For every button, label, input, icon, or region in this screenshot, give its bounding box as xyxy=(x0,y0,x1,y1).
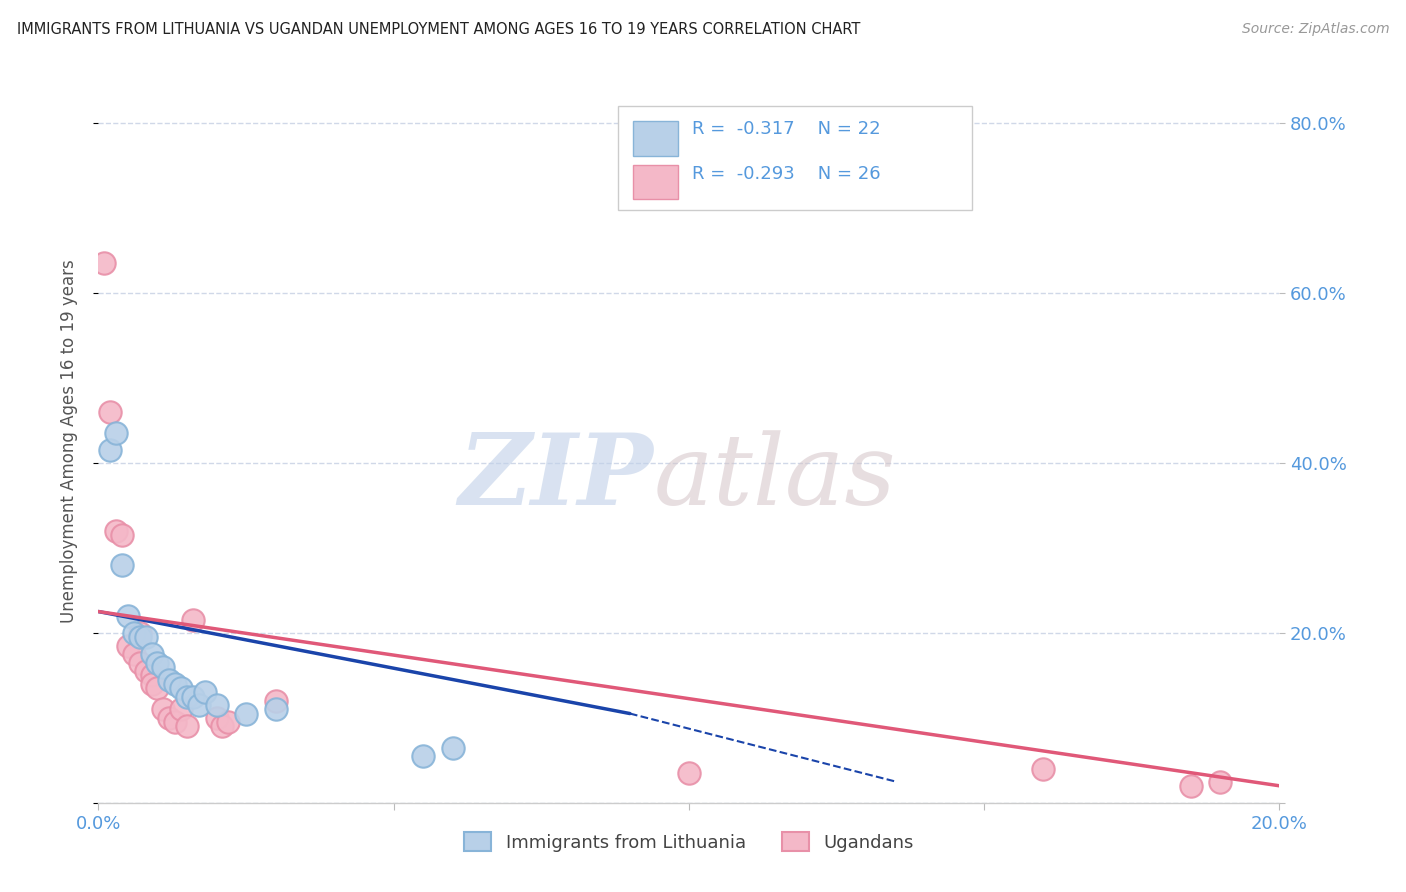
Text: R =  -0.293    N = 26: R = -0.293 N = 26 xyxy=(693,165,882,183)
Point xyxy=(412,749,434,764)
Point xyxy=(165,714,187,729)
Point xyxy=(128,630,150,644)
Point xyxy=(205,698,228,712)
Point xyxy=(187,698,209,712)
Point xyxy=(264,694,287,708)
Point xyxy=(128,625,150,640)
Point xyxy=(217,714,239,729)
Point xyxy=(141,677,163,691)
Point xyxy=(441,740,464,755)
Point xyxy=(181,613,204,627)
Point xyxy=(141,647,163,661)
Point xyxy=(157,673,180,687)
Point xyxy=(117,608,139,623)
Point xyxy=(98,405,121,419)
Point xyxy=(165,677,187,691)
Point xyxy=(105,425,128,440)
Text: R =  -0.317    N = 22: R = -0.317 N = 22 xyxy=(693,120,882,138)
Point xyxy=(122,625,145,640)
Point xyxy=(135,630,157,644)
Legend: Immigrants from Lithuania, Ugandans: Immigrants from Lithuania, Ugandans xyxy=(457,825,921,859)
Point xyxy=(235,706,257,721)
Point xyxy=(205,711,228,725)
Point xyxy=(176,719,198,733)
Point xyxy=(146,656,169,670)
Point xyxy=(135,664,157,678)
Text: ZIP: ZIP xyxy=(458,429,654,526)
Point xyxy=(1180,779,1202,793)
FancyBboxPatch shape xyxy=(619,105,973,211)
FancyBboxPatch shape xyxy=(634,165,678,200)
Point xyxy=(152,660,174,674)
Point xyxy=(98,443,121,458)
Point xyxy=(128,656,150,670)
Point xyxy=(157,711,180,725)
Point xyxy=(105,524,128,538)
Point xyxy=(170,702,193,716)
Point xyxy=(111,558,134,572)
Point xyxy=(211,719,233,733)
Point xyxy=(176,690,198,704)
Point xyxy=(264,702,287,716)
Point xyxy=(1032,762,1054,776)
Point xyxy=(141,668,163,682)
Y-axis label: Unemployment Among Ages 16 to 19 years: Unemployment Among Ages 16 to 19 years xyxy=(59,260,77,624)
Point xyxy=(1209,774,1232,789)
Point xyxy=(170,681,193,695)
Point xyxy=(111,528,134,542)
Point xyxy=(152,702,174,716)
Point xyxy=(678,766,700,780)
Point xyxy=(122,647,145,661)
Point xyxy=(117,639,139,653)
Text: Source: ZipAtlas.com: Source: ZipAtlas.com xyxy=(1241,22,1389,37)
Point xyxy=(146,681,169,695)
Text: atlas: atlas xyxy=(654,430,896,525)
Point xyxy=(194,685,217,699)
Point xyxy=(93,256,115,270)
FancyBboxPatch shape xyxy=(634,121,678,156)
Text: IMMIGRANTS FROM LITHUANIA VS UGANDAN UNEMPLOYMENT AMONG AGES 16 TO 19 YEARS CORR: IMMIGRANTS FROM LITHUANIA VS UGANDAN UNE… xyxy=(17,22,860,37)
Point xyxy=(181,690,204,704)
